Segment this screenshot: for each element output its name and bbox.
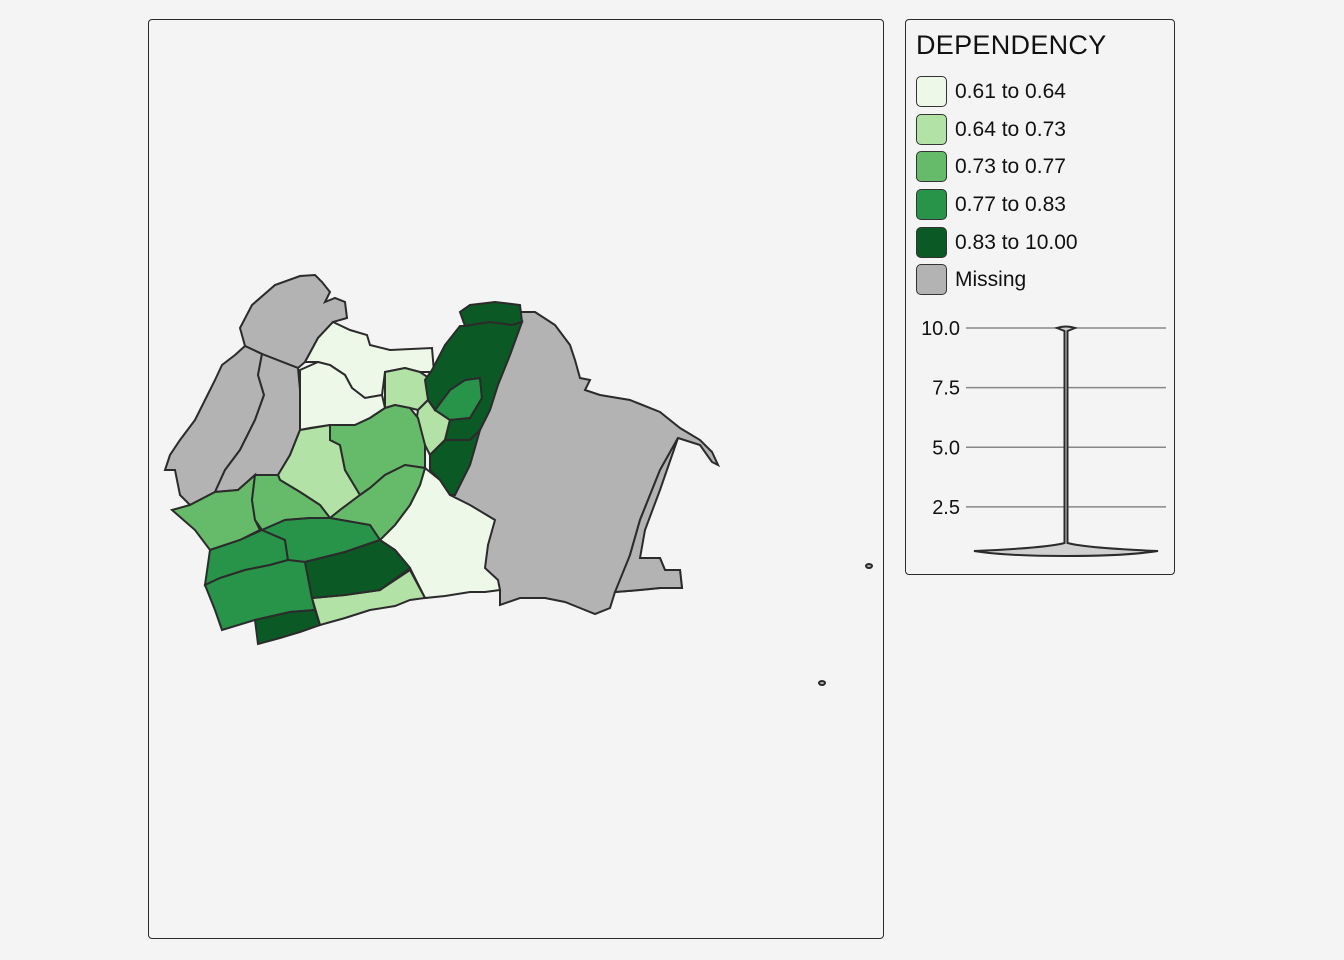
violin-shape (973, 325, 1159, 558)
legend-label: 0.73 to 0.77 (955, 155, 1066, 178)
region-missing-southeast (613, 437, 684, 594)
island-2 (818, 680, 826, 686)
legend-label: 0.83 to 10.00 (955, 231, 1078, 254)
violin-tick-label: 5.0 (932, 437, 960, 459)
legend-label: 0.77 to 0.83 (955, 193, 1066, 216)
legend-swatch (916, 76, 947, 107)
violin-tick-label: 10.0 (921, 318, 960, 340)
legend-swatch (916, 264, 947, 295)
violin-plot: 10.0 7.5 5.0 2.5 (921, 318, 1166, 558)
map-panel (148, 19, 884, 939)
violin-tick-label: 7.5 (932, 378, 960, 400)
island-1 (865, 563, 873, 569)
region-south-dark (303, 538, 412, 600)
region-southwest-dark (253, 608, 322, 646)
violin-tick-label: 2.5 (932, 497, 960, 519)
legend-label: 0.64 to 0.73 (955, 118, 1066, 141)
legend-label: Missing (955, 268, 1027, 291)
legend-swatch (916, 114, 947, 145)
legend-swatch (916, 189, 947, 220)
legend-label: 0.61 to 0.64 (955, 80, 1066, 103)
region-east-dark (429, 426, 483, 496)
legend-title: DEPENDENCY (916, 30, 1107, 60)
legend-swatch (916, 151, 947, 182)
legend-swatch (916, 227, 947, 258)
legend: DEPENDENCY 0.61 to 0.64 0.64 to 0.73 0.73 … (905, 19, 1175, 575)
